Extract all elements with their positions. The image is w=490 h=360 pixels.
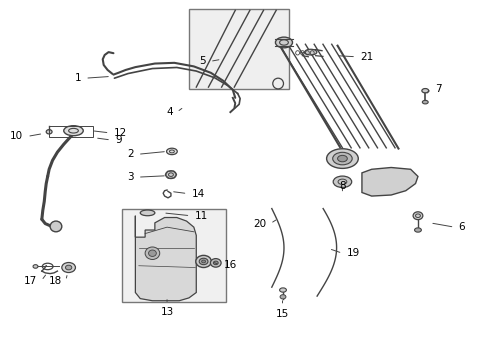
Text: 14: 14 — [192, 189, 205, 199]
Text: 2: 2 — [127, 149, 134, 159]
Ellipse shape — [62, 262, 75, 273]
Ellipse shape — [202, 260, 205, 263]
Text: 4: 4 — [166, 107, 173, 117]
Text: 17: 17 — [24, 276, 37, 286]
Text: 8: 8 — [339, 181, 346, 191]
Ellipse shape — [280, 288, 287, 292]
Ellipse shape — [413, 212, 423, 220]
Text: 20: 20 — [253, 219, 267, 229]
Ellipse shape — [333, 176, 352, 188]
Ellipse shape — [140, 210, 155, 216]
Text: 11: 11 — [195, 211, 208, 221]
Ellipse shape — [305, 49, 317, 55]
Ellipse shape — [50, 221, 62, 232]
Ellipse shape — [210, 258, 221, 267]
Text: 15: 15 — [276, 309, 289, 319]
Text: 12: 12 — [114, 128, 127, 138]
Ellipse shape — [275, 37, 293, 48]
Text: 5: 5 — [199, 57, 206, 66]
Text: 13: 13 — [160, 307, 173, 317]
Text: 1: 1 — [74, 73, 81, 83]
Ellipse shape — [148, 250, 156, 256]
Polygon shape — [362, 167, 418, 196]
Ellipse shape — [280, 295, 286, 299]
Ellipse shape — [338, 156, 347, 162]
Text: 21: 21 — [360, 52, 373, 62]
Ellipse shape — [213, 261, 218, 265]
Ellipse shape — [166, 171, 176, 179]
Ellipse shape — [199, 258, 208, 265]
Ellipse shape — [145, 247, 160, 260]
Text: 19: 19 — [346, 248, 360, 258]
Ellipse shape — [422, 89, 429, 93]
Text: 7: 7 — [435, 84, 441, 94]
Text: 18: 18 — [49, 276, 62, 286]
Text: 9: 9 — [115, 135, 122, 145]
Text: 10: 10 — [10, 131, 24, 141]
Ellipse shape — [196, 255, 211, 267]
Polygon shape — [189, 9, 289, 89]
Ellipse shape — [64, 126, 83, 136]
Text: 6: 6 — [459, 222, 465, 232]
Polygon shape — [122, 209, 225, 302]
Ellipse shape — [46, 130, 52, 134]
Ellipse shape — [333, 152, 352, 165]
Ellipse shape — [422, 100, 428, 104]
Polygon shape — [135, 216, 196, 301]
Ellipse shape — [327, 149, 358, 168]
Text: 3: 3 — [127, 172, 134, 182]
Ellipse shape — [33, 265, 38, 268]
Text: 16: 16 — [223, 260, 237, 270]
Ellipse shape — [415, 228, 421, 232]
Ellipse shape — [66, 265, 72, 270]
Ellipse shape — [167, 148, 177, 155]
